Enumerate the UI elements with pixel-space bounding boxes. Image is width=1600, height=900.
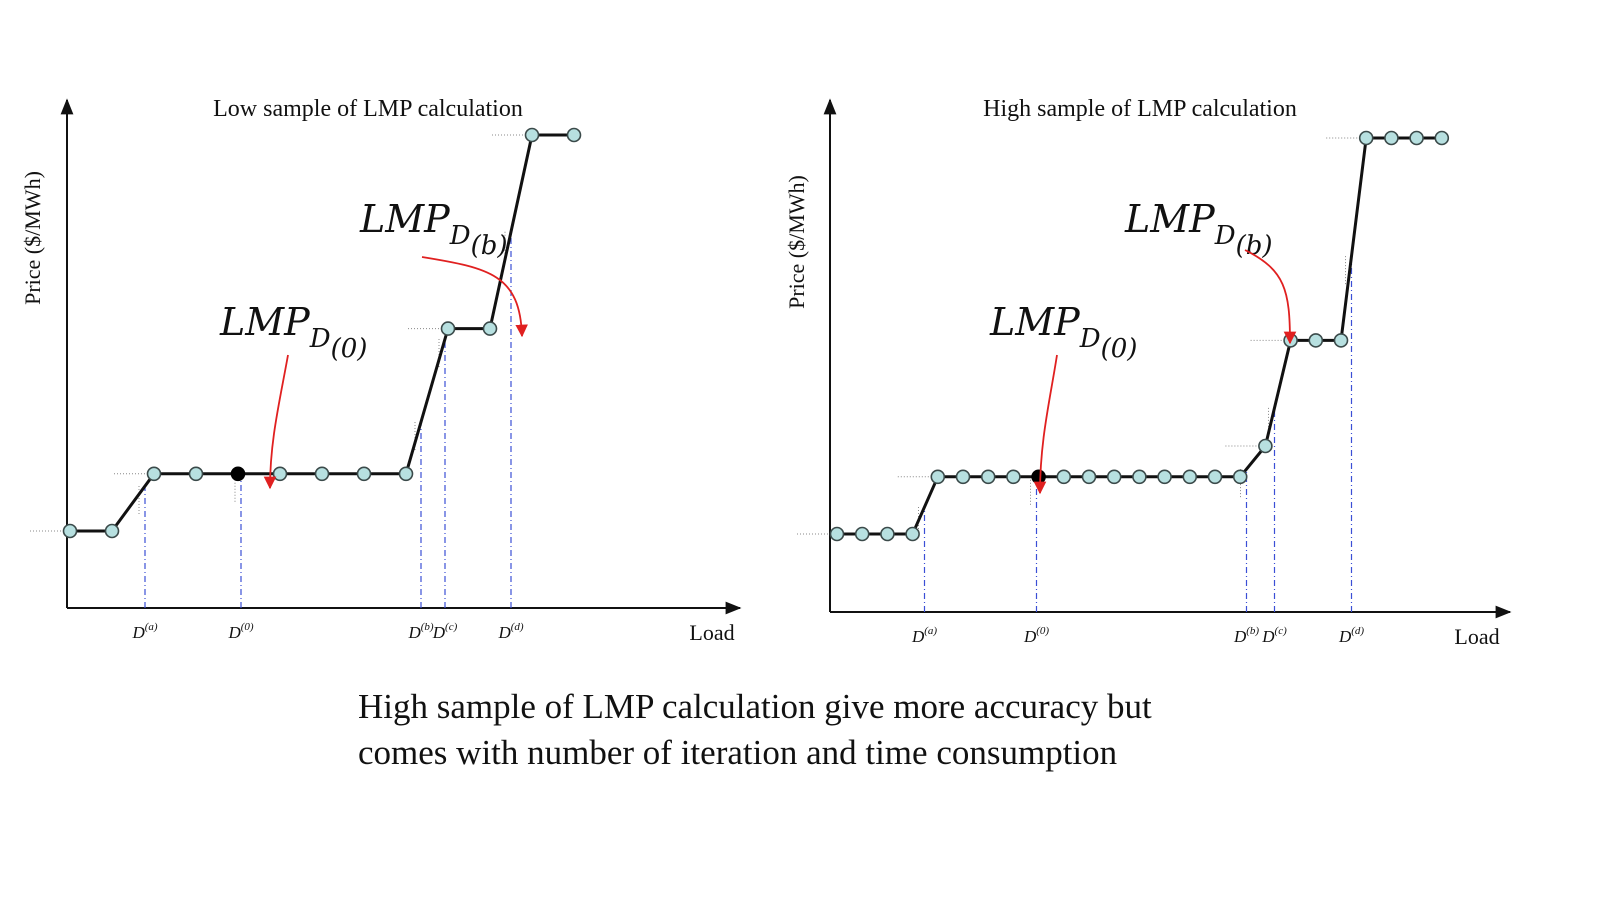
data-point — [356, 466, 372, 482]
data-point — [1056, 469, 1072, 485]
data-point — [188, 466, 204, 482]
caption: High sample of LMP calculation give more… — [358, 684, 1338, 776]
y-axis-label: Price ($/MWh) — [20, 171, 45, 305]
data-point — [854, 526, 870, 542]
chart-title: High sample of LMP calculation — [983, 96, 1297, 122]
data-point — [1409, 130, 1424, 146]
x-tick-label: D(b) — [407, 621, 433, 642]
data-point — [524, 127, 540, 143]
data-point — [1358, 130, 1374, 146]
data-point — [566, 127, 582, 143]
data-point — [829, 526, 845, 542]
selected-data-point — [230, 466, 246, 482]
high-sample-chart: High sample of LMP calculation Price ($/M… — [784, 96, 1512, 649]
x-tick-label: D(d) — [497, 621, 523, 642]
x-tick-label: D(c) — [432, 621, 458, 642]
x-tick-label: D(a) — [131, 621, 157, 642]
data-point — [1308, 333, 1324, 348]
data-point — [980, 469, 996, 485]
data-point — [1258, 438, 1273, 454]
x-tick-label: D(a) — [911, 625, 937, 646]
data-point — [440, 321, 456, 336]
x-tick-label: D(c) — [1261, 625, 1287, 646]
x-tick-label: D(b) — [1233, 625, 1259, 646]
x-tick-label: D(0) — [227, 621, 253, 642]
y-axis-label: Price ($/MWh) — [784, 175, 809, 309]
annotation-arrow — [1244, 249, 1297, 345]
data-point — [1006, 469, 1021, 485]
caption-line-1: High sample of LMP calculation give more… — [358, 687, 1152, 726]
x-tick-label: D(0) — [1023, 625, 1049, 646]
selected-data-point — [1031, 469, 1046, 485]
data-point — [272, 466, 288, 482]
chart-title: Low sample of LMP calculation — [213, 96, 523, 122]
data-point — [955, 469, 971, 485]
low-sample-chart: Low sample of LMP calculation Price ($/MW… — [20, 96, 742, 645]
data-point — [1232, 469, 1248, 485]
data-point — [1333, 333, 1349, 348]
data-point — [1132, 469, 1147, 485]
data-point — [146, 466, 162, 482]
data-point — [1081, 469, 1097, 485]
data-point — [104, 523, 120, 539]
data-point — [1384, 130, 1399, 146]
x-axis-label: Load — [1454, 624, 1499, 649]
annotation-label: LMPD(0) — [989, 300, 1137, 364]
data-point — [1182, 469, 1198, 485]
data-point — [930, 469, 946, 485]
annotation-arrow — [421, 256, 528, 338]
x-tick-label: D(d) — [1338, 625, 1364, 646]
data-point — [1106, 469, 1122, 485]
data-point — [1157, 469, 1172, 485]
annotation-label: LMPD(b) — [1124, 197, 1273, 261]
data-point — [1207, 469, 1223, 485]
data-point — [398, 466, 414, 482]
data-point — [880, 526, 895, 542]
data-point — [1434, 130, 1450, 146]
data-point — [905, 526, 920, 542]
annotation-label: LMPD(b) — [359, 197, 508, 261]
caption-line-2: comes with number of iteration and time … — [358, 733, 1118, 772]
annotation-arrow — [263, 354, 289, 490]
data-point — [62, 523, 78, 539]
annotation-label: LMPD(0) — [219, 300, 367, 364]
x-axis-label: Load — [689, 620, 734, 645]
data-point — [482, 321, 498, 336]
data-point — [314, 466, 330, 482]
annotation-arrow — [1033, 354, 1058, 495]
